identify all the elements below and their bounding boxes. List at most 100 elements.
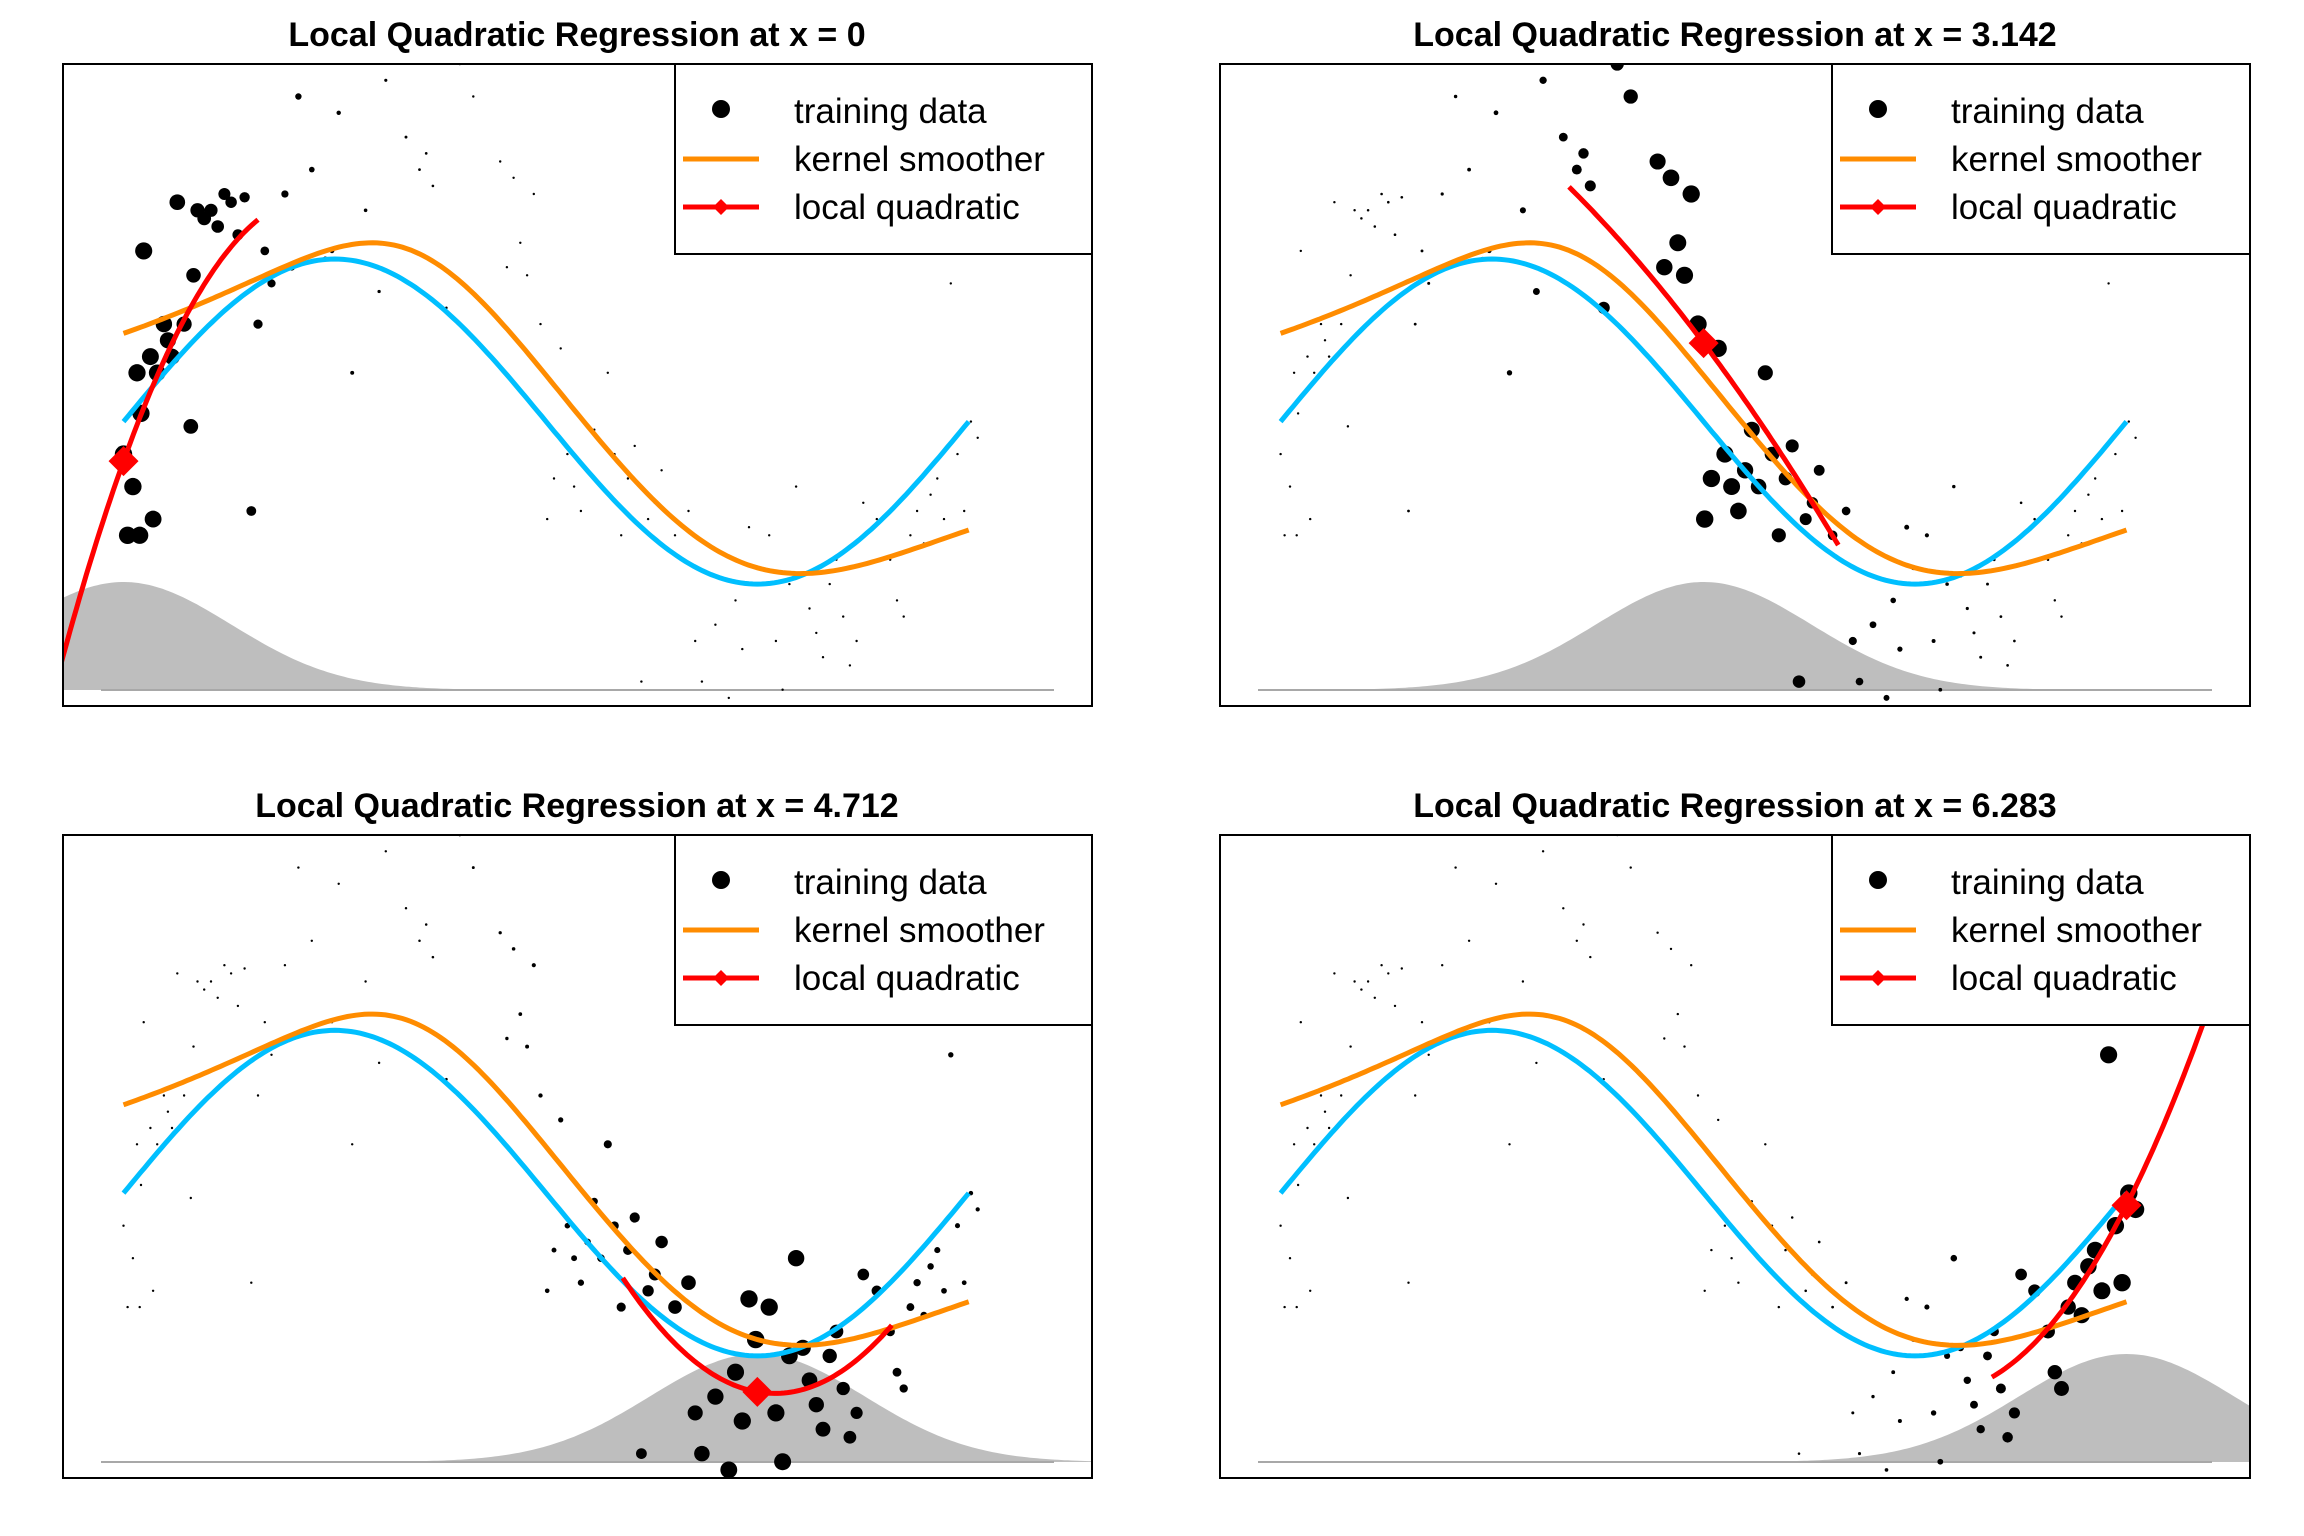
- training-point: [1785, 439, 1799, 453]
- training-point: [511, 947, 516, 951]
- training-point: [1299, 1021, 1303, 1024]
- training-point: [1675, 266, 1694, 284]
- training-point: [552, 477, 556, 480]
- legend: training data kernel smoother local quadra…: [1831, 63, 2251, 255]
- training-point: [1312, 371, 1316, 375]
- kernel-weight-area: [1220, 1354, 2250, 1462]
- training-point: [126, 1305, 129, 1309]
- training-point: [660, 469, 663, 472]
- training-point: [243, 967, 246, 970]
- training-point: [1288, 1257, 1292, 1260]
- training-point: [843, 1430, 857, 1444]
- training-point: [142, 1021, 145, 1024]
- training-point: [139, 1183, 143, 1187]
- training-point: [141, 348, 159, 366]
- training-point: [1999, 615, 2003, 618]
- training-point: [1904, 1296, 1909, 1302]
- training-point: [1562, 907, 1565, 910]
- plot-area: [63, 835, 1092, 1478]
- training-point: [1373, 225, 1377, 228]
- training-point: [128, 364, 146, 382]
- training-point: [236, 1004, 240, 1008]
- training-point: [1292, 371, 1296, 375]
- training-point: [934, 1247, 941, 1254]
- training-point: [1535, 1061, 1538, 1065]
- training-point: [1360, 217, 1363, 220]
- training-point: [1663, 1037, 1666, 1040]
- training-point: [1629, 866, 1632, 869]
- training-point: [1723, 478, 1741, 496]
- legend-label-local-quadratic: local quadratic: [794, 959, 1020, 998]
- training-point: [404, 135, 408, 139]
- training-point: [1427, 281, 1431, 285]
- training-point: [1986, 582, 1989, 586]
- training-point: [350, 370, 355, 375]
- training-point: [1288, 485, 1292, 488]
- true-function-line: [121, 1027, 971, 1359]
- training-point: [1656, 931, 1659, 934]
- training-point: [1578, 148, 1589, 159]
- training-point: [1427, 1053, 1430, 1057]
- legend: training data kernel smoother local quadra…: [1831, 834, 2251, 1026]
- training-point: [1848, 636, 1857, 646]
- training-point: [1519, 207, 1526, 214]
- training-point: [1792, 675, 1806, 688]
- training-point: [223, 964, 226, 967]
- training-point: [1924, 533, 1929, 538]
- training-point: [424, 152, 428, 155]
- training-point: [418, 939, 421, 943]
- training-point: [559, 347, 562, 350]
- training-point: [571, 1255, 578, 1262]
- kernel-smoother-line: [122, 1011, 970, 1348]
- training-point: [768, 534, 771, 537]
- training-point: [655, 1235, 668, 1249]
- training-point: [1467, 939, 1471, 942]
- training-point: [822, 1348, 837, 1364]
- training-point: [377, 289, 381, 294]
- kernel-weight-area: [63, 1354, 1092, 1462]
- training-point: [1662, 169, 1680, 187]
- training-point: [1393, 1004, 1397, 1008]
- training-point: [1353, 209, 1356, 212]
- training-point: [616, 1302, 626, 1312]
- training-point: [1420, 1021, 1424, 1024]
- training-point: [1414, 1094, 1417, 1097]
- training-point: [1454, 866, 1457, 869]
- training-point: [760, 1298, 778, 1316]
- training-point: [1682, 185, 1700, 203]
- true-function-line: [1278, 256, 2129, 587]
- legend: training data kernel smoother local quadra…: [674, 63, 1093, 255]
- training-point: [815, 631, 818, 635]
- training-point: [308, 166, 315, 173]
- training-point: [1937, 1458, 1944, 1465]
- plot-frame: [62, 834, 1093, 1479]
- training-point: [1764, 1143, 1767, 1146]
- training-point: [166, 1110, 170, 1113]
- training-point: [821, 656, 825, 659]
- training-point: [1380, 964, 1383, 967]
- training-point: [1623, 89, 1638, 104]
- training-point: [913, 1279, 921, 1287]
- training-point: [1387, 972, 1390, 975]
- training-point: [225, 196, 237, 208]
- training-point: [1323, 1110, 1327, 1113]
- training-point: [836, 1381, 850, 1396]
- training-point: [1541, 850, 1545, 853]
- training-point: [424, 923, 428, 926]
- training-point: [1292, 1143, 1296, 1146]
- training-point: [788, 582, 791, 586]
- training-point: [1584, 180, 1596, 192]
- training-point: [2127, 420, 2130, 423]
- training-point: [1777, 1305, 1781, 1309]
- training-point: [1690, 964, 1693, 967]
- training-point: [1891, 1370, 1896, 1375]
- training-point: [1945, 582, 1949, 586]
- training-point: [1857, 1452, 1862, 1456]
- training-point: [144, 510, 162, 528]
- training-point: [546, 517, 549, 521]
- training-point: [936, 477, 939, 480]
- training-point: [2047, 1364, 2063, 1380]
- training-point: [1366, 209, 1370, 212]
- training-point: [747, 526, 751, 529]
- training-point: [209, 980, 213, 983]
